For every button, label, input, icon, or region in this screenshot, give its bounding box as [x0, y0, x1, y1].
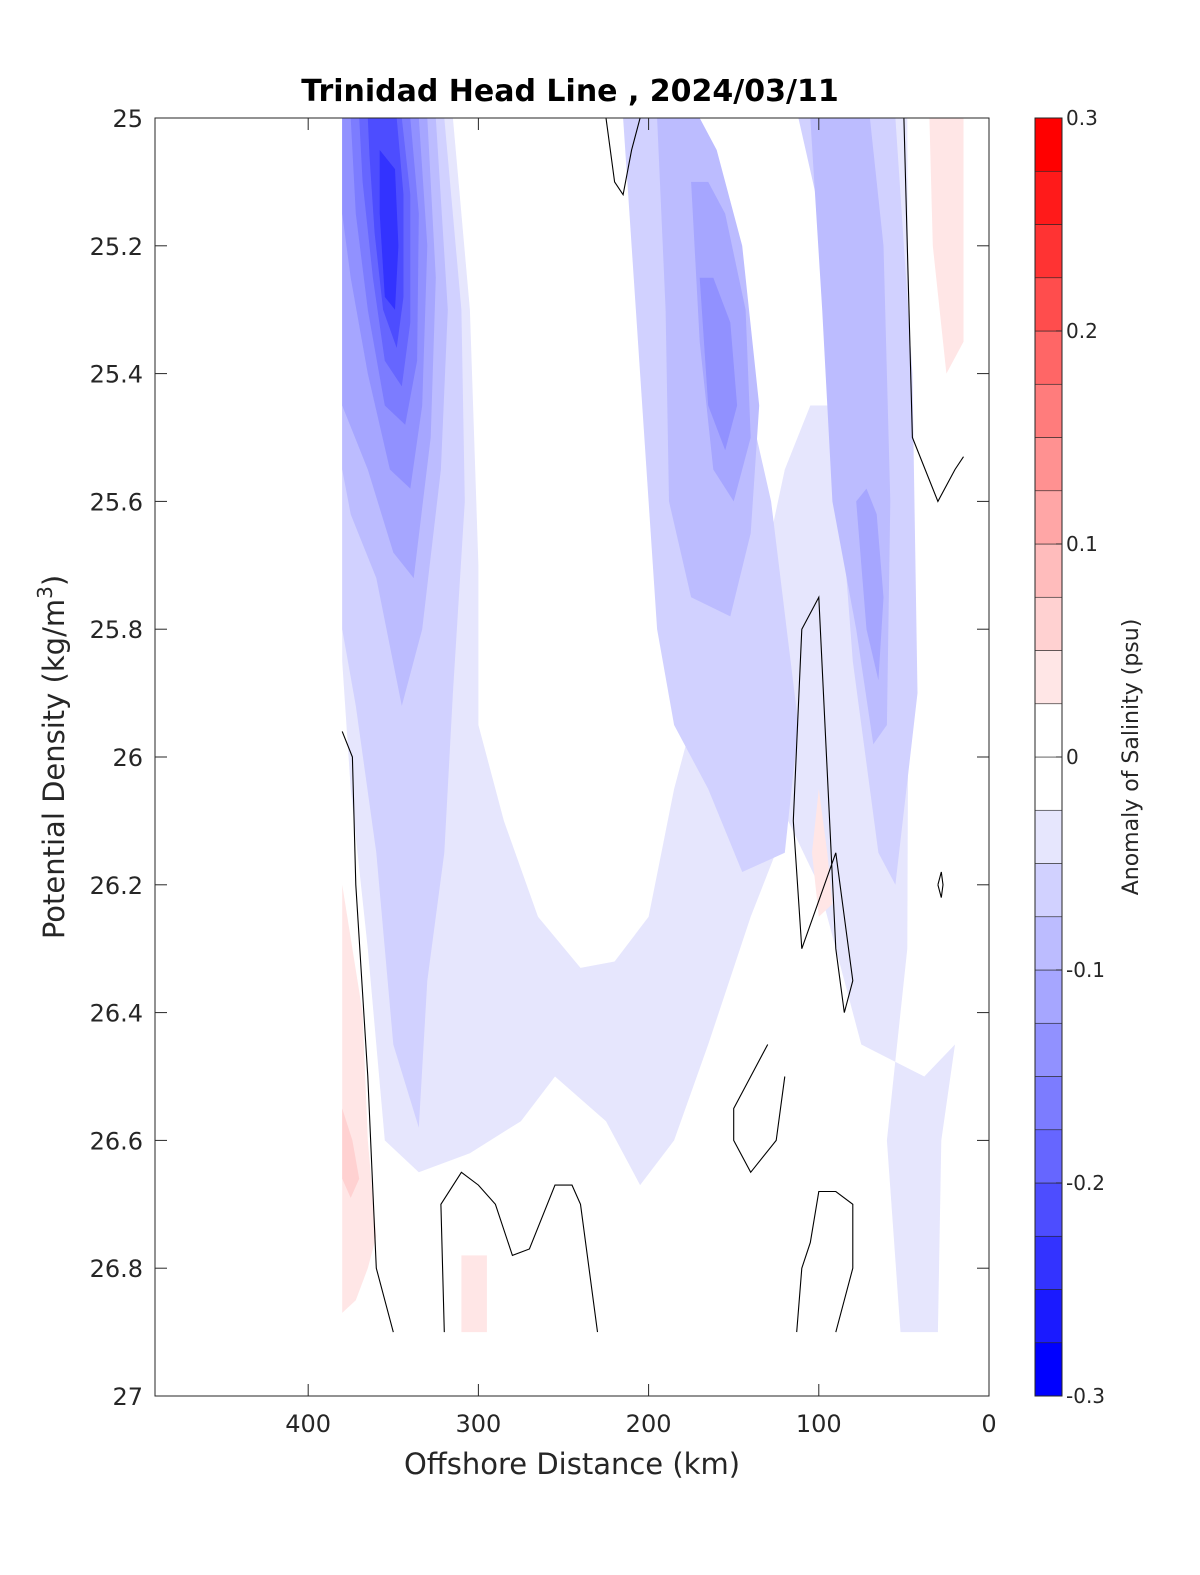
y-tick-label: 26.8 [90, 1255, 143, 1283]
colorbar-tick-label: 0.2 [1066, 319, 1098, 343]
contour-region [929, 118, 964, 374]
y-axis-label: Potential Density (kg/m3) [33, 575, 71, 939]
colorbar: -0.3 -0.2 -0.1 0 0.1 0.2 0.3 [1034, 106, 1105, 1408]
colorbar-swatch [1034, 1342, 1063, 1397]
colorbar-swatch [1034, 330, 1063, 385]
contour-region [342, 884, 377, 1313]
y-tick-label: 26.6 [90, 1127, 143, 1155]
x-tick-label: 200 [626, 1410, 672, 1438]
colorbar-swatch [1034, 117, 1063, 172]
chart-title: Trinidad Head Line , 2024/03/11 [301, 74, 838, 109]
zero-contour-line [796, 1190, 854, 1333]
y-tick-label: 27 [112, 1383, 143, 1411]
colorbar-swatch [1034, 1182, 1063, 1237]
colorbar-swatch [1034, 1022, 1063, 1077]
y-tick-label: 25 [112, 105, 143, 133]
colorbar-swatch [1034, 650, 1063, 705]
x-axis-label: Offshore Distance (km) [404, 1447, 740, 1481]
colorbar-swatch [1034, 1289, 1063, 1344]
x-tick-label: 100 [796, 1410, 842, 1438]
y-tick-label: 25.2 [90, 233, 143, 261]
colorbar-swatch [1034, 437, 1063, 492]
contour-region [856, 488, 884, 681]
y-tick-label: 25.8 [90, 616, 143, 644]
colorbar-swatch [1034, 1235, 1063, 1290]
zero-contour-line [341, 731, 394, 1333]
zero-contour-line [440, 1171, 599, 1333]
colorbar-swatch [1034, 170, 1063, 225]
contour-region [342, 1108, 360, 1198]
x-tick-label: 400 [285, 1410, 331, 1438]
colorbar-swatch [1034, 1129, 1063, 1184]
colorbar-tick-label: 0.1 [1066, 532, 1098, 556]
colorbar-swatch [1034, 863, 1063, 918]
colorbar-swatch [1034, 490, 1063, 545]
y-axis-label-text: Potential Density (kg/m [37, 599, 71, 939]
y-tick-label: 26 [112, 744, 143, 772]
axis-ticks: 400 300 200 100 0 25 25.2 25.4 25.6 25.8 26 26.2 26.… [90, 105, 997, 1438]
zero-contour-lines [341, 118, 964, 1333]
colorbar-tick-label: -0.3 [1066, 1384, 1105, 1408]
contour-region [812, 789, 833, 917]
colorbar-tick-label: -0.2 [1066, 1171, 1105, 1195]
colorbar-swatch [1034, 543, 1063, 598]
zero-contour-line [605, 118, 641, 197]
colorbar-swatch [1034, 224, 1063, 279]
filled-contours [342, 118, 964, 1333]
x-tick-label: 0 [981, 1410, 996, 1438]
colorbar-swatch [1034, 703, 1063, 758]
colorbar-swatch [1034, 756, 1063, 811]
colorbar-tick-label: 0 [1066, 745, 1079, 769]
zero-contour-line [903, 118, 964, 503]
colorbar-swatch [1034, 1076, 1063, 1131]
colorbar-tick-label: -0.1 [1066, 958, 1105, 982]
y-axis-label-close: ) [37, 575, 71, 586]
zero-contour-line [733, 1044, 786, 1174]
colorbar-swatch [1034, 277, 1063, 332]
colorbar-swatch [1034, 969, 1063, 1024]
colorbar-swatch [1034, 596, 1063, 651]
zero-contour-line [792, 595, 854, 1013]
y-tick-label: 25.6 [90, 488, 143, 516]
colorbar-swatch [1034, 809, 1063, 864]
x-tick-label: 300 [455, 1410, 501, 1438]
y-tick-label: 26.2 [90, 872, 143, 900]
contour-region [699, 277, 738, 451]
y-tick-label: 25.4 [90, 361, 143, 389]
colorbar-swatch [1034, 916, 1063, 971]
zero-contour-line [937, 871, 944, 898]
contour-region [342, 118, 955, 1333]
y-axis-label-superscript: 3 [33, 586, 57, 599]
colorbar-frame [1034, 117, 1063, 1397]
colorbar-label: Anomaly of Salinity (psu) [1119, 619, 1144, 896]
colorbar-swatch [1034, 383, 1063, 438]
y-tick-label: 26.4 [90, 1000, 143, 1028]
contour-region [379, 150, 399, 310]
colorbar-tick-label: 0.3 [1066, 106, 1098, 130]
contour-region [461, 1255, 487, 1333]
